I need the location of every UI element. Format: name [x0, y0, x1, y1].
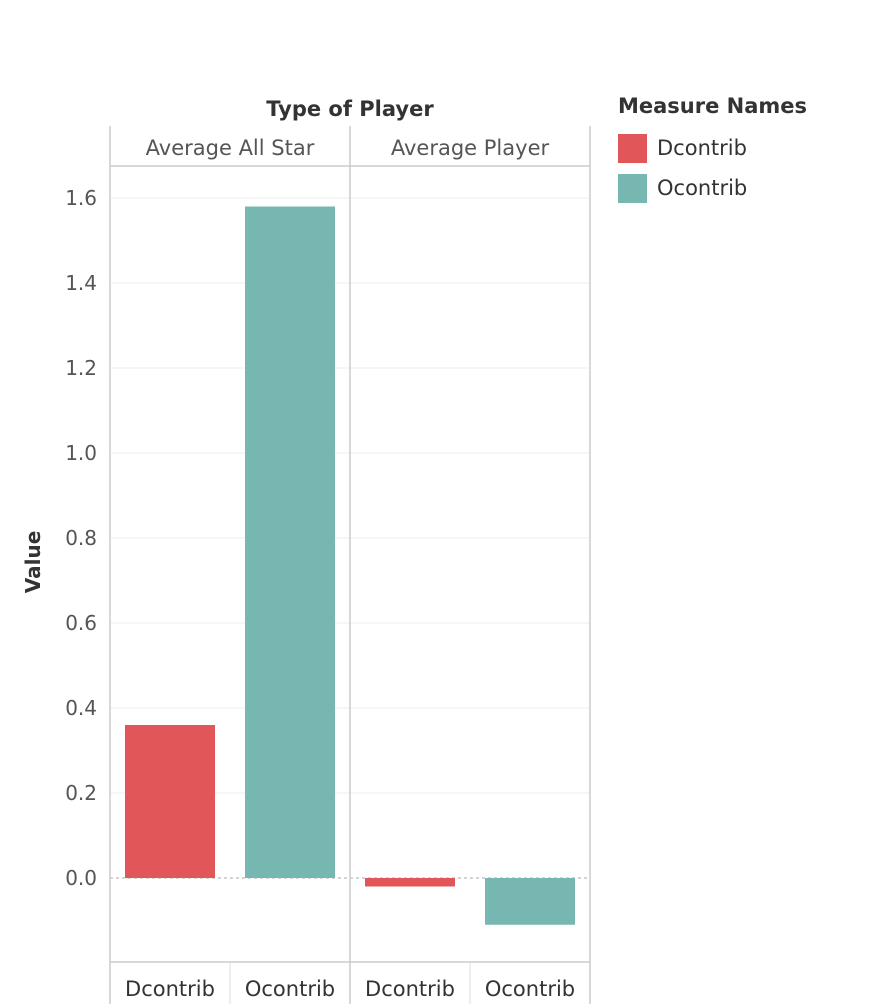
y-tick-label: 0.0: [65, 866, 97, 890]
legend: Measure Names Dcontrib Ocontrib: [618, 94, 807, 208]
bar-dcontrib[interactable]: [365, 878, 455, 887]
y-tick-label: 1.2: [65, 356, 97, 380]
x-axis-labels: Dcontrib Ocontrib Dcontrib Ocontrib: [125, 977, 575, 1001]
y-axis-ticks: 0.0 0.2 0.4 0.6 0.8 1.0 1.2 1.4 1.6: [65, 186, 97, 890]
x-tick-label: Ocontrib: [245, 977, 335, 1001]
y-tick-label: 0.2: [65, 781, 97, 805]
x-tick-label: Dcontrib: [125, 977, 215, 1001]
legend-label-dcontrib: Dcontrib: [657, 136, 747, 160]
bars: [125, 206, 575, 925]
legend-label-ocontrib: Ocontrib: [657, 176, 748, 200]
bar-dcontrib[interactable]: [125, 725, 215, 878]
legend-swatch-ocontrib: [618, 173, 647, 203]
y-tick-label: 1.6: [65, 186, 97, 210]
bar-ocontrib[interactable]: [245, 206, 335, 879]
legend-swatch-dcontrib: [618, 133, 647, 163]
panel-header-label: Average Player: [391, 136, 550, 160]
chart-frame: [109, 126, 591, 1004]
panel-header-label: Average All Star: [146, 136, 315, 160]
legend-title: Measure Names: [618, 94, 808, 118]
y-tick-label: 0.8: [65, 526, 97, 550]
legend-item-ocontrib[interactable]: Ocontrib: [618, 168, 807, 208]
bar-ocontrib[interactable]: [485, 878, 575, 925]
x-tick-label: Dcontrib: [365, 977, 455, 1001]
column-header-title: Type of Player: [266, 97, 434, 121]
y-tick-label: 0.6: [65, 611, 97, 635]
y-tick-label: 0.4: [65, 696, 97, 720]
legend-item-dcontrib[interactable]: Dcontrib: [618, 128, 807, 168]
y-tick-label: 1.4: [65, 271, 97, 295]
y-axis-label: Value: [21, 531, 45, 594]
panel-headers: Average All Star Average Player: [146, 136, 550, 160]
y-tick-label: 1.0: [65, 441, 97, 465]
x-tick-label: Ocontrib: [485, 977, 575, 1001]
